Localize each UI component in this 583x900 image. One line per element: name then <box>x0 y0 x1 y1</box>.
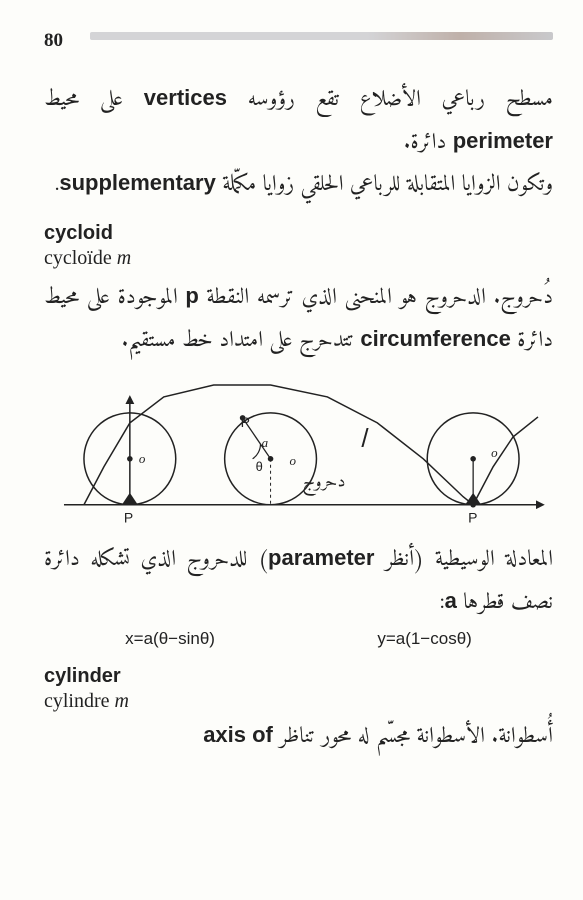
eq-y: y=a(1−cosθ) <box>377 629 472 649</box>
term-fr-cycloid: cycloïde m <box>44 247 553 270</box>
svg-text:o: o <box>139 451 146 466</box>
cycloid-equations: x=a(θ−sinθ) y=a(1−cosθ) <box>44 629 553 649</box>
entry-cycloid: cycloid cycloïde m دُحروج. الدحروج هو ال… <box>44 222 553 649</box>
intro-text-1: مسطح رباعي الأضلاع تقع رؤوسه vertices عل… <box>44 78 553 163</box>
term-en-cycloid: cycloid <box>44 222 553 245</box>
svg-text:a: a <box>262 435 268 450</box>
cylinder-def-ar: أُسطوانة. الأسطوانة مجسّم له محور تناظر … <box>44 715 553 758</box>
term-fr-gender-cyl: m <box>115 690 129 712</box>
cycloid-diagram: o o o aθ P P P / دحروج <box>44 367 553 527</box>
cycloid-def-ar: دُحروج. الدحروج هو المنحنى الذي ترسمه ال… <box>44 276 553 361</box>
svg-text:/: / <box>361 425 369 453</box>
svg-text:دحروج: دحروج <box>303 468 346 499</box>
term-fr-word: cycloïde <box>44 247 112 269</box>
svg-text:θ: θ <box>256 459 263 474</box>
intro-block: مسطح رباعي الأضلاع تقع رؤوسه vertices عل… <box>44 78 553 206</box>
page: 80 مسطح رباعي الأضلاع تقع رؤوسه vertices… <box>0 0 583 900</box>
svg-text:P: P <box>241 414 250 430</box>
term-en-cylinder: cylinder <box>44 665 553 688</box>
svg-text:P: P <box>124 510 133 526</box>
header-band <box>90 32 553 40</box>
term-fr-gender: m <box>117 247 131 269</box>
svg-text:P: P <box>468 510 477 526</box>
term-fr-word-cyl: cylindre <box>44 690 110 712</box>
term-fr-cylinder: cylindre m <box>44 690 553 713</box>
eq-x: x=a(θ−sinθ) <box>125 629 215 649</box>
entry-cylinder: cylinder cylindre m أُسطوانة. الأسطوانة … <box>44 665 553 758</box>
svg-text:o: o <box>491 445 498 460</box>
cycloid-eq-ar: المعادلة الوسيطية (أنظر parameter) للدحر… <box>44 538 553 623</box>
intro-text-2: وتكون الزوايا المتقابلة للرباعي الحلقي ز… <box>44 163 553 206</box>
svg-text:o: o <box>290 453 297 468</box>
